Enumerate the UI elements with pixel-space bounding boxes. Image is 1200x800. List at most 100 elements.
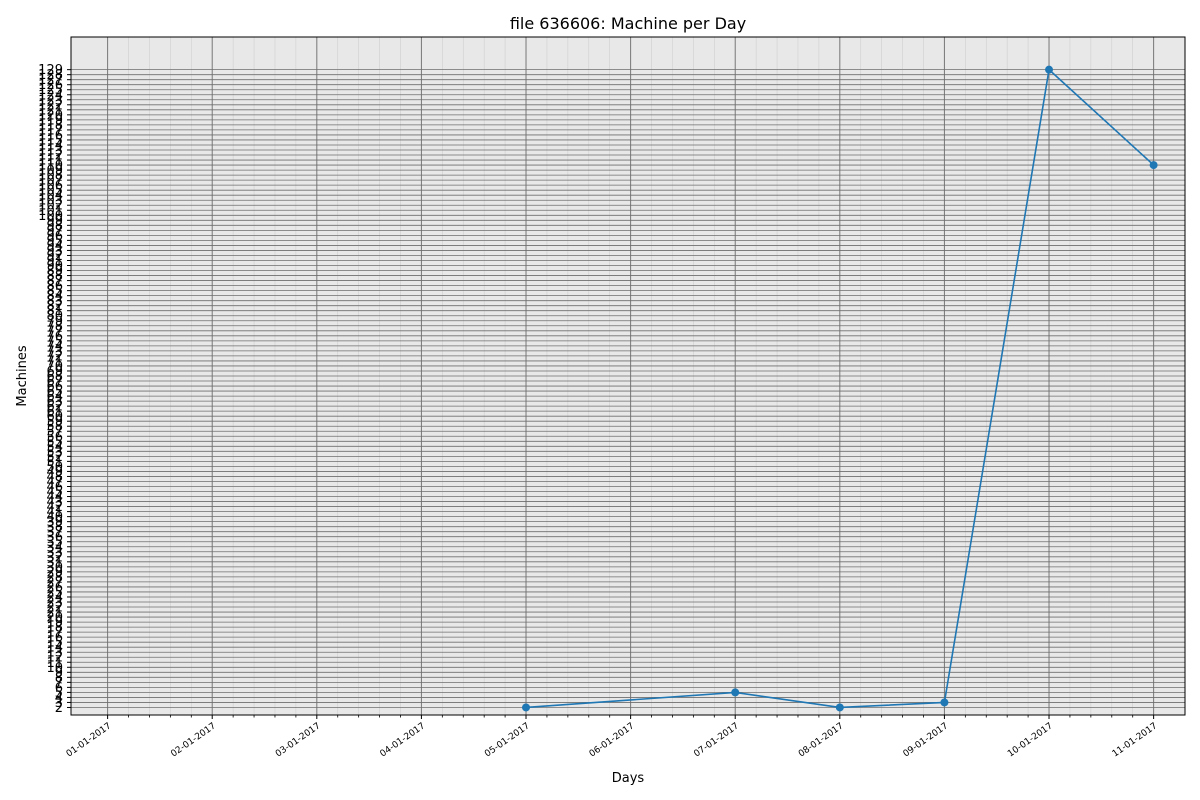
x-axis-label: Days [612,771,645,786]
y-tick-label: 11 [46,656,63,671]
y-tick-label: 94 [46,239,63,254]
y-tick-label: 104 [38,189,63,204]
y-tick-label: 52 [46,450,63,465]
y-tick-label: 50 [46,460,63,475]
x-tick-label: 05-01-2017 [483,721,532,759]
y-tick-label: 125 [38,83,63,98]
y-tick-label: 42 [46,500,63,515]
y-tick-label: 85 [46,284,63,299]
y-tick-label: 63 [46,395,63,410]
y-tick-label: 29 [46,565,63,580]
y-tick-label: 45 [46,485,63,500]
y-tick-label: 83 [46,294,63,309]
y-tick-label: 127 [38,73,63,88]
y-tick-label: 31 [46,555,63,570]
y-tick-label: 23 [46,596,63,611]
y-tick-label: 99 [46,214,63,229]
y-tick-label: 51 [46,455,63,470]
y-tick-label: 121 [38,103,63,118]
y-tick-label: 47 [46,475,63,490]
y-tick-label: 92 [46,249,63,264]
y-tick-label: 74 [46,339,63,354]
data-point [522,703,531,712]
y-tick-label: 26 [46,580,63,595]
y-tick-label: 3 [55,696,63,711]
x-tick-label: 10-01-2017 [1006,721,1055,759]
y-tick-label: 108 [38,169,63,184]
y-tick-label: 9 [55,666,63,681]
y-tick-label: 24 [46,590,63,605]
y-axis-ticks: 2345678910111213141516171819202122232425… [38,63,71,716]
y-tick-label: 25 [46,585,63,600]
data-point [1149,161,1158,170]
y-tick-label: 117 [38,123,63,138]
y-tick-label: 46 [46,480,63,495]
y-tick-label: 95 [46,234,63,249]
y-tick-label: 97 [46,224,63,239]
y-tick-label: 13 [46,646,63,661]
y-tick-label: 75 [46,334,63,349]
y-tick-label: 73 [46,344,63,359]
y-tick-label: 93 [46,244,63,259]
y-tick-label: 38 [46,520,63,535]
y-tick-label: 96 [46,229,63,244]
y-tick-label: 35 [46,535,63,550]
y-tick-label: 20 [46,611,63,626]
y-tick-label: 30 [46,560,63,575]
y-tick-label: 109 [38,164,63,179]
y-tick-label: 65 [46,385,63,400]
y-tick-label: 79 [46,314,63,329]
y-tick-label: 122 [38,98,63,113]
y-tick-label: 39 [46,515,63,530]
y-tick-label: 17 [46,626,63,641]
y-tick-label: 78 [46,319,63,334]
x-axis-ticks: 01-01-2017 02-01-2017 03-01-2017 04-01-2017… [65,715,1159,759]
data-point [731,688,740,697]
y-tick-label: 43 [46,495,63,510]
y-tick-label: 118 [38,118,63,133]
y-tick-label: 28 [46,570,63,585]
y-tick-label: 105 [38,184,63,199]
x-tick-label: 03-01-2017 [274,721,323,759]
y-tick-label: 4 [55,691,63,706]
y-tick-label: 66 [46,380,63,395]
y-tick-label: 120 [38,108,63,123]
y-tick-label: 56 [46,430,63,445]
y-tick-label: 88 [46,269,63,284]
y-tick-label: 6 [55,681,63,696]
y-axis-label: Machines [15,345,30,406]
y-tick-label: 53 [46,445,63,460]
y-tick-label: 15 [46,636,63,651]
y-tick-label: 107 [38,174,63,189]
y-tick-label: 98 [46,219,63,234]
y-tick-label: 102 [38,199,63,214]
data-point [940,698,949,707]
y-tick-label: 59 [46,415,63,430]
y-tick-label: 70 [46,359,63,374]
y-tick-label: 77 [46,324,63,339]
data-point [835,703,844,712]
y-tick-label: 123 [38,93,63,108]
y-tick-label: 114 [38,138,63,153]
y-tick-label: 33 [46,545,63,560]
x-tick-label: 01-01-2017 [65,721,114,759]
y-tick-label: 60 [46,410,63,425]
y-tick-label: 76 [46,329,63,344]
y-tick-label: 113 [38,144,63,159]
y-tick-label: 71 [46,354,63,369]
x-tick-label: 07-01-2017 [692,721,741,759]
y-tick-label: 41 [46,505,63,520]
y-tick-label: 115 [38,133,63,148]
x-tick-label: 02-01-2017 [169,721,218,759]
y-tick-label: 89 [46,264,63,279]
y-tick-label: 81 [46,304,63,319]
x-tick-label: 06-01-2017 [588,721,637,759]
x-tick-label: 09-01-2017 [902,721,951,759]
y-tick-label: 103 [38,194,63,209]
y-tick-label: 106 [38,179,63,194]
y-tick-label: 87 [46,274,63,289]
y-tick-label: 129 [38,63,63,78]
y-tick-label: 34 [46,540,63,555]
y-tick-label: 61 [46,405,63,420]
y-tick-label: 10 [46,661,63,676]
